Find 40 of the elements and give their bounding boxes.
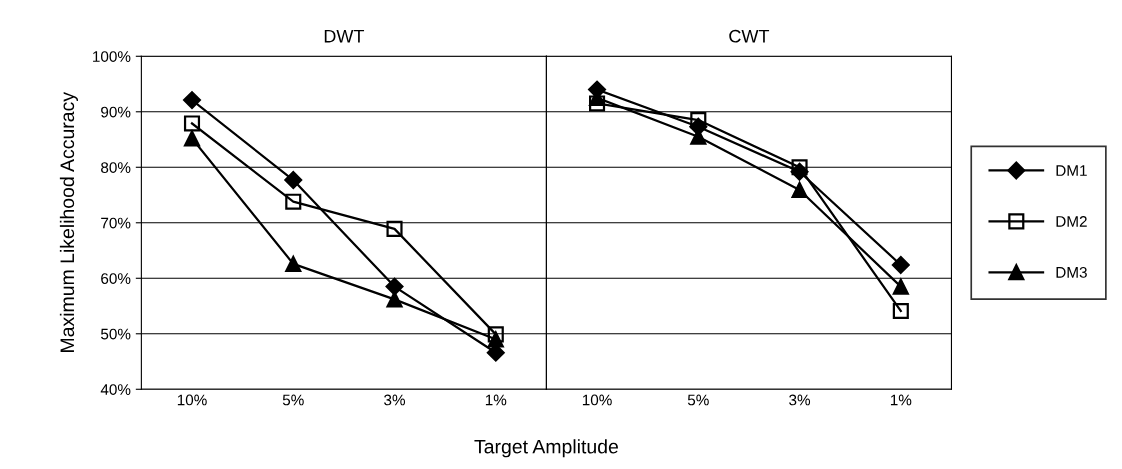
y-tick-label: 80% (101, 162, 131, 173)
x-tick-label: 3% (789, 394, 811, 406)
x-tick-label: 5% (282, 394, 304, 406)
point (284, 171, 303, 190)
point (791, 181, 808, 199)
y-tick-label: 50% (100, 328, 131, 340)
x-axis-title: Target Amplitude (474, 439, 618, 458)
point (183, 130, 201, 147)
point (385, 277, 404, 296)
legend-label: DM1 (1056, 165, 1087, 176)
point (892, 302, 909, 320)
point (285, 193, 302, 210)
point (285, 255, 302, 272)
point (588, 95, 606, 112)
point (487, 331, 504, 348)
point (791, 159, 808, 176)
x-tick-label: 5% (687, 394, 709, 406)
point (690, 112, 707, 129)
x-tick-label: 1% (485, 394, 507, 406)
y-tick-label: 40% (100, 384, 131, 395)
chart-title: CWT (729, 29, 770, 43)
point (183, 115, 201, 132)
x-tick-label: 10% (177, 394, 207, 406)
point (386, 220, 403, 237)
point (891, 255, 910, 274)
y-axis-title: Maximum Likelihood Accuracy (59, 92, 78, 352)
y-tick-label: 70% (101, 217, 131, 229)
point (183, 91, 201, 110)
x-tick-label: 1% (890, 394, 912, 406)
chart-title: DWT (324, 29, 365, 43)
x-tick-label: 3% (384, 394, 406, 406)
x-tick-label: 10% (582, 394, 612, 406)
point (487, 326, 504, 343)
legend-label: DM2 (1056, 216, 1087, 227)
point (386, 291, 403, 308)
y-tick-label: 60% (101, 273, 131, 284)
y-tick-label: 90% (101, 106, 131, 118)
point (892, 278, 909, 295)
legend-label: DM3 (1056, 266, 1087, 278)
y-tick-label: 100% (93, 51, 131, 62)
